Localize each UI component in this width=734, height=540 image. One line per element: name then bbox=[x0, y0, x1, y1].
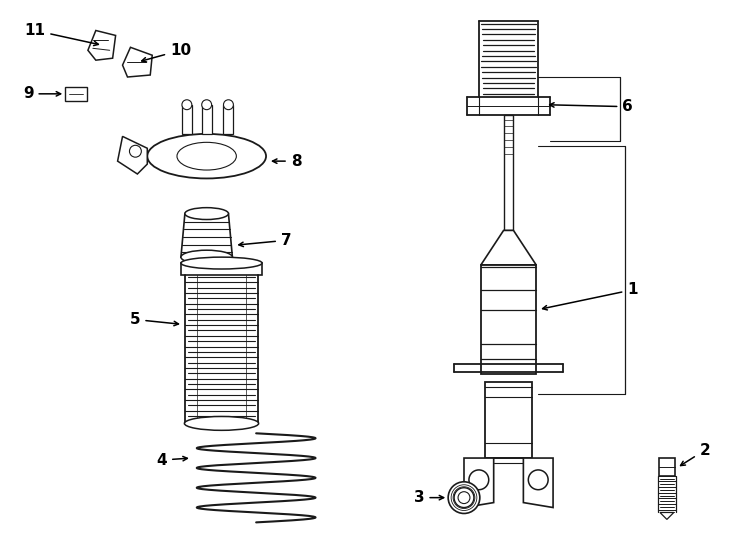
Bar bbox=[182, 105, 192, 134]
Bar bbox=[504, 114, 514, 231]
Bar bbox=[223, 105, 233, 134]
Text: 10: 10 bbox=[142, 43, 191, 62]
Bar bbox=[659, 458, 675, 476]
Text: 8: 8 bbox=[272, 154, 302, 168]
Polygon shape bbox=[464, 458, 494, 508]
Text: 1: 1 bbox=[542, 282, 638, 310]
Circle shape bbox=[458, 492, 470, 504]
Circle shape bbox=[454, 488, 474, 508]
Circle shape bbox=[223, 100, 233, 110]
Text: 5: 5 bbox=[130, 312, 178, 327]
Circle shape bbox=[202, 100, 211, 110]
Ellipse shape bbox=[184, 416, 258, 430]
Ellipse shape bbox=[177, 143, 236, 170]
Polygon shape bbox=[660, 512, 674, 519]
Polygon shape bbox=[88, 30, 116, 60]
Polygon shape bbox=[123, 48, 152, 77]
Circle shape bbox=[469, 470, 489, 490]
Polygon shape bbox=[523, 458, 553, 508]
Polygon shape bbox=[117, 137, 148, 174]
Text: 7: 7 bbox=[239, 233, 291, 248]
Polygon shape bbox=[181, 263, 262, 275]
Circle shape bbox=[182, 100, 192, 110]
Bar bbox=[481, 265, 537, 374]
Bar bbox=[484, 382, 532, 458]
Polygon shape bbox=[181, 214, 233, 257]
Ellipse shape bbox=[185, 208, 228, 220]
Ellipse shape bbox=[181, 257, 262, 269]
Text: 6: 6 bbox=[550, 99, 633, 114]
Circle shape bbox=[528, 470, 548, 490]
Text: 3: 3 bbox=[414, 490, 443, 505]
Polygon shape bbox=[481, 231, 537, 265]
Ellipse shape bbox=[181, 250, 233, 264]
Text: 9: 9 bbox=[23, 86, 61, 102]
Bar bbox=[202, 105, 211, 134]
Ellipse shape bbox=[148, 134, 266, 178]
Bar bbox=[65, 87, 87, 101]
Text: 11: 11 bbox=[24, 23, 98, 45]
Text: 4: 4 bbox=[156, 453, 187, 468]
Circle shape bbox=[129, 145, 142, 157]
Text: 2: 2 bbox=[680, 443, 711, 465]
Circle shape bbox=[448, 482, 480, 514]
